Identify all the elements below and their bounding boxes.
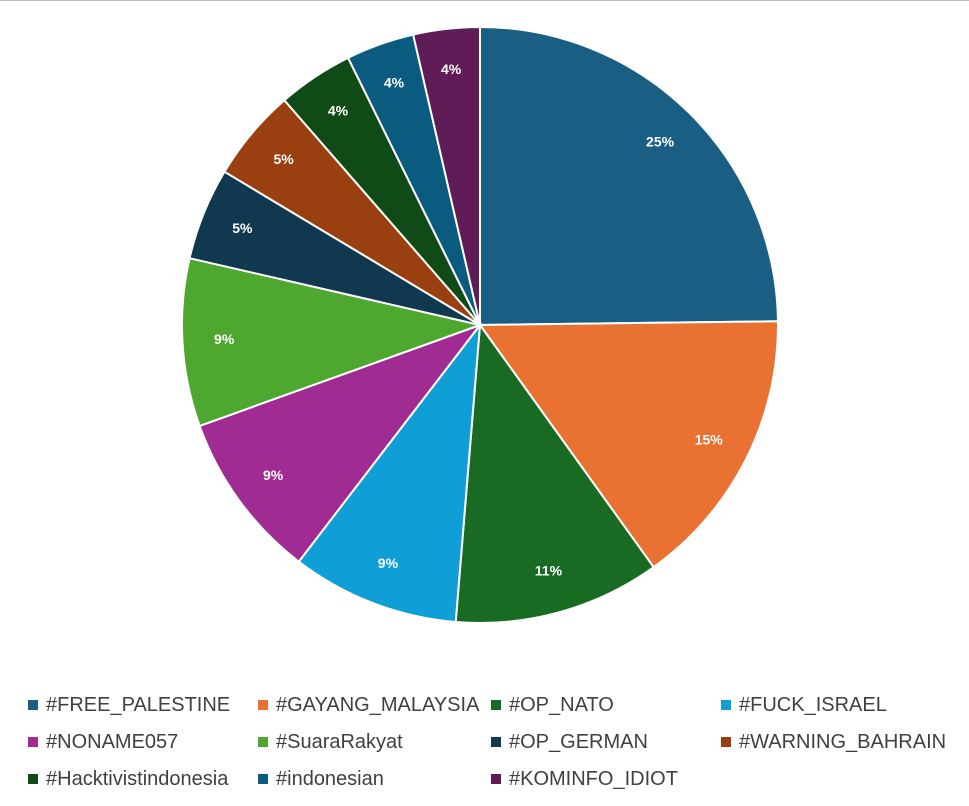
legend-swatch	[491, 774, 501, 784]
chart-legend: #FREE_PALESTINE #GAYANG_MALAYSIA #OP_NATO #…	[28, 690, 958, 801]
pie-chart: 25% 15% 11% 9% 9% 9% 5% 5% 4% 4% 4%	[181, 25, 779, 624]
pie-data-label-11: 4%	[441, 61, 462, 77]
legend-item: #SuaraRakyat	[258, 727, 403, 757]
pie-data-label-7: 5%	[232, 220, 253, 236]
pie-slice-4	[297, 321, 482, 624]
legend-label: #KOMINFO_IDIOT	[509, 767, 678, 790]
pie-data-label-8: 5%	[273, 151, 294, 167]
legend-label: #OP_NATO	[509, 693, 614, 716]
legend-swatch	[28, 737, 38, 747]
legend-label: #indonesian	[276, 767, 384, 790]
legend-swatch	[28, 700, 38, 710]
pie-data-label-3: 11%	[535, 563, 563, 579]
pie-slice-6	[181, 256, 484, 428]
legend-label: #NONAME057	[46, 730, 179, 753]
legend-swatch	[258, 737, 268, 747]
legend-swatch	[258, 774, 268, 784]
legend-label: #Hacktivistindonesia	[46, 767, 229, 790]
legend-item: #KOMINFO_IDIOT	[491, 764, 678, 794]
legend-label: #GAYANG_MALAYSIA	[276, 693, 480, 716]
legend-swatch	[721, 700, 731, 710]
legend-item: #GAYANG_MALAYSIA	[258, 690, 479, 720]
pie-slice-11	[411, 25, 481, 326]
legend-swatch	[491, 700, 501, 710]
pie-data-label-6: 9%	[214, 331, 235, 347]
legend-label: #OP_GERMAN	[509, 730, 648, 753]
legend-swatch	[28, 774, 38, 784]
legend-label: #SuaraRakyat	[276, 730, 403, 753]
pie-data-label-5: 9%	[263, 467, 284, 483]
legend-row: #Hacktivistindonesia #indonesian #KOMINFO_…	[28, 764, 958, 801]
pie-data-label-1: 25%	[646, 133, 675, 149]
legend-item: #WARNING_BAHRAIN	[721, 727, 946, 757]
pie-slice-5	[198, 322, 483, 564]
pie-data-label-9: 4%	[328, 102, 349, 118]
legend-label: #FREE_PALESTINE	[46, 693, 231, 716]
legend-item: #FUCK_ISRAEL	[721, 690, 887, 720]
pie-data-labels: 25% 15% 11% 9% 9% 9% 5% 5% 4% 4% 4%	[214, 61, 723, 579]
pie-slice-1	[479, 25, 779, 327]
legend-swatch	[491, 737, 501, 747]
legend-swatch	[258, 700, 268, 710]
pie-slice-2	[478, 320, 779, 569]
pie-slices	[181, 25, 779, 624]
top-divider	[0, 0, 969, 1]
legend-label: #FUCK_ISRAEL	[739, 693, 887, 716]
legend-swatch	[721, 737, 731, 747]
pie-data-label-4: 9%	[378, 555, 399, 571]
legend-label: #WARNING_BAHRAIN	[739, 730, 947, 753]
pie-slice-3	[454, 322, 656, 624]
legend-item: #NONAME057	[28, 727, 178, 757]
legend-row: #NONAME057 #SuaraRakyat #OP_GERMAN #WARNING…	[28, 727, 958, 764]
legend-item: #Hacktivistindonesia	[28, 764, 228, 794]
legend-item: #FREE_PALESTINE	[28, 690, 230, 720]
legend-item: #indonesian	[258, 764, 384, 794]
legend-item: #OP_GERMAN	[491, 727, 648, 757]
legend-row: #FREE_PALESTINE #GAYANG_MALAYSIA #OP_NATO #…	[28, 690, 958, 727]
legend-item: #OP_NATO	[491, 690, 614, 720]
pie-data-label-10: 4%	[384, 74, 405, 90]
pie-data-label-2: 15%	[695, 431, 724, 447]
